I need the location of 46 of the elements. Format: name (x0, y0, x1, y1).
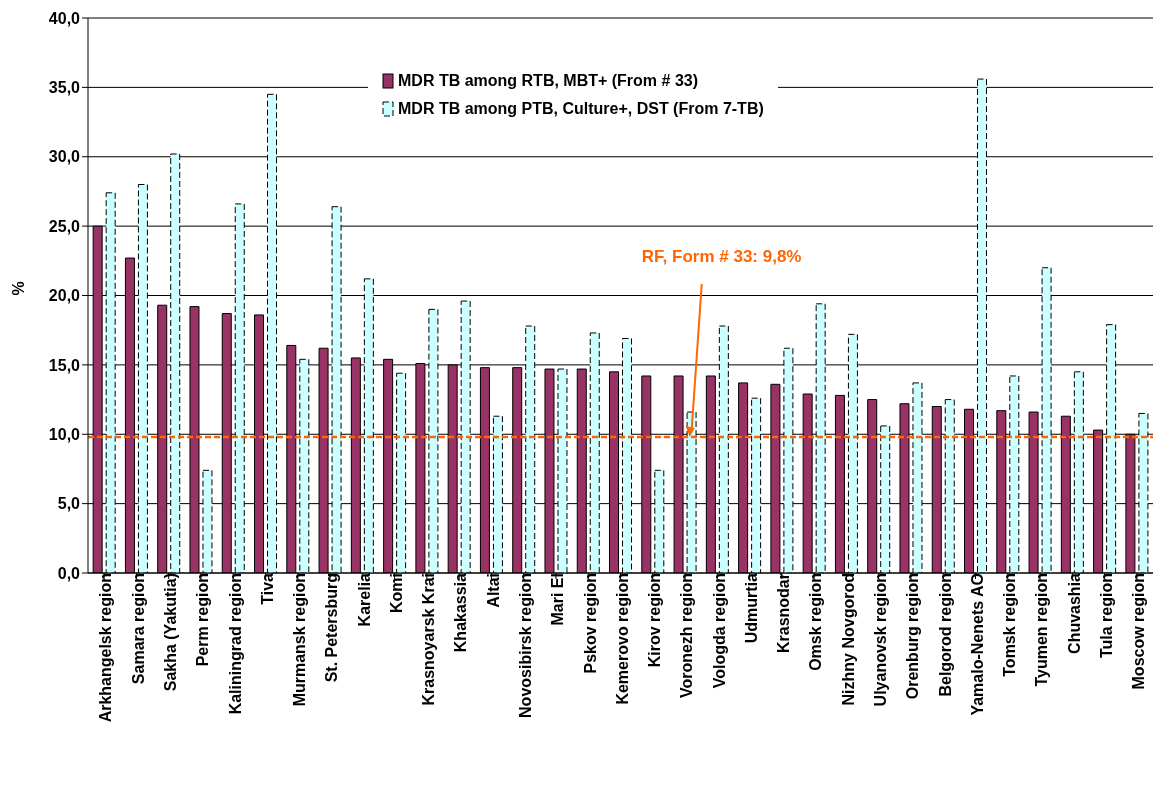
y-tick-label: 15,0 (48, 356, 81, 374)
x-tick-label: Krasnodar (775, 573, 793, 654)
x-tick-label: St. Petersburg (323, 573, 341, 683)
x-tick-label: Belgorod region (936, 573, 954, 697)
x-tick-label: Pskov region (581, 573, 599, 674)
x-tick-label: Tomsk region (1001, 573, 1019, 677)
y-tick-label: 10,0 (48, 425, 81, 443)
x-tick-label: Moscow region (1130, 573, 1148, 690)
y-tick-label: 25,0 (48, 217, 81, 235)
x-tick-label: Arkhangelsk region (97, 573, 115, 723)
legend-label: MDR TB among PTB, Culture+, DST (From 7-TB) (398, 100, 764, 118)
x-tick-label: Yamalo-Nenets AO (968, 573, 986, 716)
x-tick-label: Karelia (355, 572, 373, 627)
x-tick-label: Khakassia (452, 572, 470, 653)
x-tick-label: Tiva (258, 572, 276, 605)
legend-label: MDR TB among RTB, MBT+ (From # 33) (398, 72, 699, 90)
x-tick-label: Orenburg region (904, 573, 922, 700)
x-tick-label: Novosibirsk region (517, 573, 535, 718)
y-tick-label: 5,0 (57, 495, 81, 513)
x-tick-label: Altai (484, 573, 502, 608)
x-tick-label: Omsk region (807, 573, 825, 671)
x-tick-label: Kaliningrad region (226, 573, 244, 715)
x-tick-label: Kemerovo region (613, 573, 631, 705)
y-tick-label: 30,0 (48, 148, 81, 166)
x-tick-label: Samara region (129, 573, 147, 685)
x-tick-label: Sakha (Yakutia) (162, 573, 180, 692)
x-tick-label: Nizhny Novgorod (839, 573, 857, 706)
x-tick-label: Tula region (1097, 573, 1115, 659)
x-tick-label: Perm region (194, 573, 212, 667)
x-tick-label: Komi (387, 573, 405, 613)
x-tick-label: Murmansk region (291, 573, 309, 707)
y-axis-title: % (9, 281, 27, 296)
x-tick-label: Krasnoyarsk Krai (420, 573, 438, 706)
x-tick-label: Udmurtia (742, 572, 760, 644)
x-tick-label: Chuvashia (1065, 572, 1083, 654)
y-tick-label: 35,0 (48, 79, 81, 97)
x-tick-label: Voronezh region (678, 573, 696, 699)
x-tick-label: Ulyanovsk region (872, 573, 890, 707)
x-tick-label: Vologda region (710, 573, 728, 689)
x-tick-label: Kirov region (646, 573, 664, 668)
x-tick-label: Mari El (549, 573, 567, 626)
y-tick-label: 0,0 (57, 564, 81, 582)
x-tick-label: Tyumen region (1033, 573, 1051, 687)
y-tick-label: 20,0 (48, 287, 81, 305)
y-tick-label: 40,0 (48, 9, 81, 27)
ref-line-label: RF, Form # 33: 9,8% (641, 247, 802, 267)
